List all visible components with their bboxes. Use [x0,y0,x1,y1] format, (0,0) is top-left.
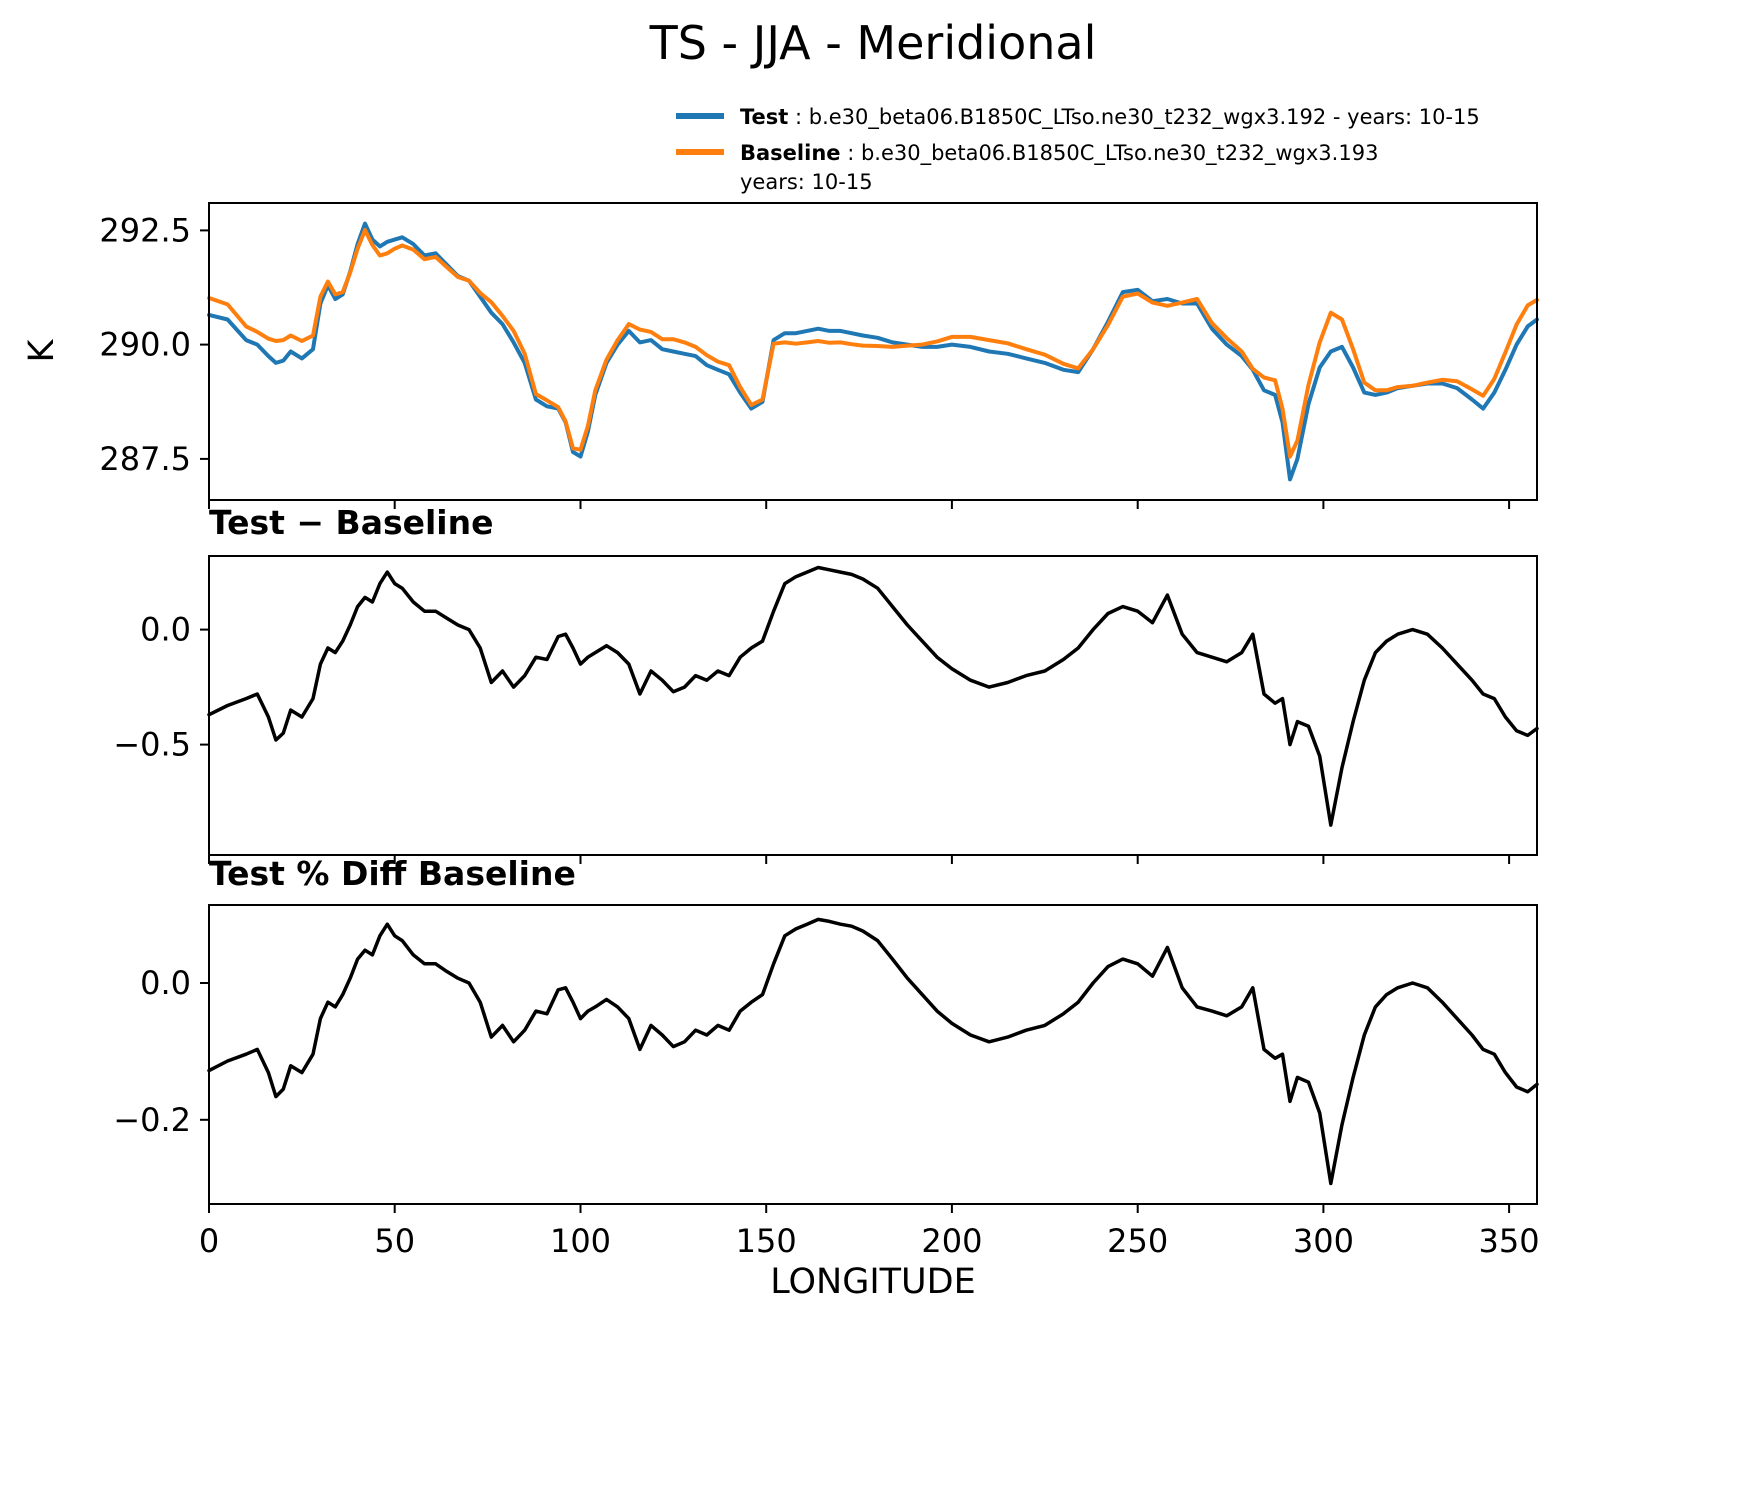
svg-text:−0.5: −0.5 [113,726,191,764]
svg-text:0.0: 0.0 [140,964,191,1002]
pct-diff-panel: 0.0 −0.2 0 50 100 150 200 250 300 350 [113,904,1540,1260]
legend-label-test: Test : b.e30_beta06.B1850C_LTso.ne30_t23… [740,103,1480,131]
svg-text:287.5: 287.5 [99,440,191,478]
legend-entry-test: Test : b.e30_beta06.B1850C_LTso.ne30_t23… [676,103,1480,131]
pct-diff-panel-plot: 0.0 −0.2 0 50 100 150 200 250 300 350 [113,904,1540,1260]
legend-baseline-years: years: 10-15 [740,169,873,194]
legend: Test : b.e30_beta06.B1850C_LTso.ne30_t23… [676,103,1480,196]
test-line-swatch [676,113,724,119]
svg-text:292.5: 292.5 [99,211,191,249]
y-axis-label: K [22,339,62,363]
legend-baseline-desc: : b.e30_beta06.B1850C_LTso.ne30_t232_wgx… [840,141,1379,166]
svg-text:50: 50 [374,1222,415,1260]
legend-test-name: Test [740,105,789,129]
legend-test-desc: : b.e30_beta06.B1850C_LTso.ne30_t232_wgx… [788,105,1480,129]
svg-text:0.0: 0.0 [140,611,191,649]
diff-panel: 0.0 −0.5 [113,555,1539,864]
svg-text:300: 300 [1293,1222,1354,1260]
diff-panel-plot: 0.0 −0.5 [113,555,1539,864]
svg-text:0: 0 [199,1222,219,1260]
svg-text:290.0: 290.0 [99,326,191,364]
top-panel-absolute-values: 292.5 290.0 287.5 [99,202,1539,509]
svg-text:−0.2: −0.2 [113,1101,191,1139]
chart-title: TS - JJA - Meridional [649,16,1097,70]
baseline-line-swatch [676,149,724,156]
svg-text:350: 350 [1479,1222,1540,1260]
diff-panel-title: Test − Baseline [209,503,494,542]
top-panel-plot: 292.5 290.0 287.5 [99,202,1539,509]
svg-text:100: 100 [550,1222,611,1260]
svg-text:250: 250 [1107,1222,1168,1260]
pct-diff-panel-title: Test % Diff Baseline [209,854,576,893]
legend-entry-baseline: Baseline : b.e30_beta06.B1850C_LTso.ne30… [676,139,1480,196]
legend-label-baseline: Baseline : b.e30_beta06.B1850C_LTso.ne30… [740,139,1378,196]
svg-text:200: 200 [921,1222,982,1260]
x-axis-label: LONGITUDE [770,1262,976,1302]
svg-text:150: 150 [736,1222,797,1260]
legend-baseline-name: Baseline [740,141,841,166]
